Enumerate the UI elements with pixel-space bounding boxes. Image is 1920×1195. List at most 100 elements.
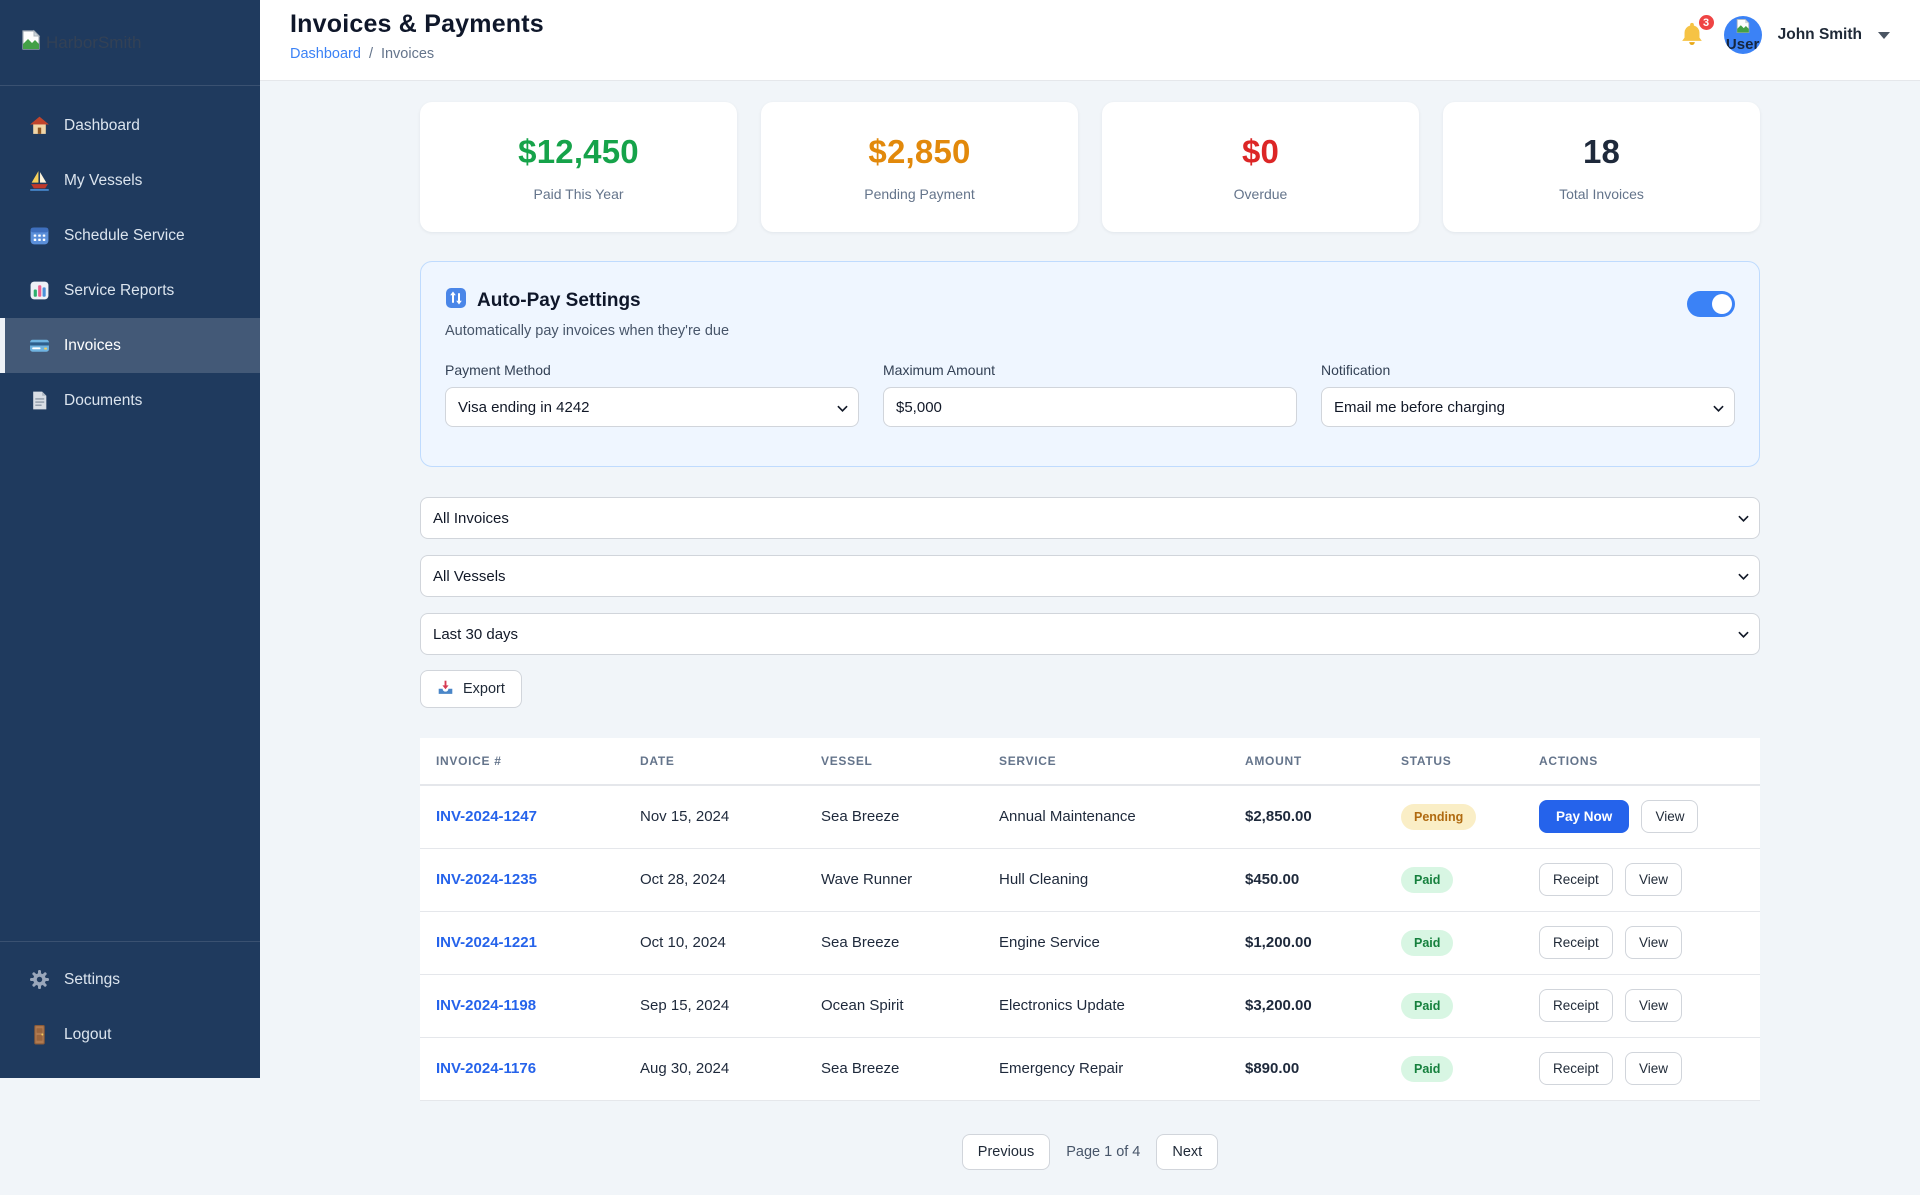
receipt-button[interactable]: Receipt <box>1539 989 1613 1022</box>
column-header-amount: AMOUNT <box>1229 738 1385 786</box>
invoice-service: Electronics Update <box>983 974 1229 1038</box>
gear-icon <box>28 969 50 991</box>
sidebar-item-label: Logout <box>64 1025 112 1043</box>
status-badge: Pending <box>1401 803 1477 830</box>
maximum-amount-input[interactable] <box>883 387 1297 427</box>
view-button[interactable]: View <box>1641 800 1699 834</box>
sidebar-item-label: Settings <box>64 970 121 988</box>
invoice-status-select[interactable]: All Invoices <box>420 497 1760 539</box>
stat-label: Pending Payment <box>864 185 975 202</box>
door-icon <box>28 1024 50 1046</box>
payment-method-select[interactable]: Visa ending in 4242 <box>445 387 859 427</box>
document-icon <box>28 390 50 412</box>
sidebar: HarborSmith Dashboard My <box>0 0 260 1078</box>
vessel-select[interactable]: All Vessels <box>420 555 1760 597</box>
invoice-vessel: Wave Runner <box>805 848 983 912</box>
breadcrumb-dashboard-link[interactable]: Dashboard <box>290 46 361 62</box>
avatar-alt-text: User <box>1725 35 1760 53</box>
logo: HarborSmith <box>0 0 260 86</box>
logo-alt-text: HarborSmith <box>46 32 142 52</box>
table-row: INV-2024-1198 Sep 15, 2024 Ocean Spirit … <box>420 974 1760 1038</box>
table-row: INV-2024-1221 Oct 10, 2024 Sea Breeze En… <box>420 911 1760 975</box>
table-header-row: INVOICE # DATE VESSEL SERVICE AMOUNT STA… <box>420 738 1760 786</box>
sidebar-item-my-vessels[interactable]: My Vessels <box>0 153 260 208</box>
invoice-amount: $3,200.00 <box>1229 974 1385 1038</box>
view-button[interactable]: View <box>1624 1052 1682 1085</box>
status-badge: Paid <box>1401 1055 1454 1082</box>
invoice-link[interactable]: INV-2024-1198 <box>436 997 537 1014</box>
previous-page-button[interactable]: Previous <box>961 1133 1051 1170</box>
broken-image-icon <box>1735 18 1751 39</box>
payment-method-field: Payment Method Visa ending in 4242 <box>445 362 859 427</box>
view-button[interactable]: View <box>1624 989 1682 1022</box>
export-button[interactable]: Export <box>420 670 522 708</box>
toggle-knob <box>1712 294 1732 314</box>
invoice-vessel: Sea Breeze <box>805 785 983 849</box>
invoice-link[interactable]: INV-2024-1247 <box>436 808 537 826</box>
sidebar-item-logout[interactable]: Logout <box>0 1007 260 1062</box>
header-right: 3 User John Smith <box>1678 13 1890 54</box>
notifications-button[interactable]: 3 <box>1678 13 1716 50</box>
sailboat-icon <box>28 170 50 192</box>
view-button[interactable]: View <box>1624 926 1682 959</box>
notification-select[interactable]: Email me before charging <box>1321 387 1735 427</box>
credit-card-icon <box>28 335 50 357</box>
avatar[interactable]: User <box>1723 16 1762 54</box>
sidebar-item-label: Invoices <box>64 336 121 354</box>
receipt-button[interactable]: Receipt <box>1539 863 1613 896</box>
breadcrumb-current: Invoices <box>380 46 435 62</box>
pagination: Previous Page 1 of 4 Next <box>420 1133 1760 1170</box>
sidebar-item-documents[interactable]: Documents <box>0 373 260 428</box>
stat-card-paid-this-year: $12,450 Paid This Year <box>420 102 737 232</box>
view-button[interactable]: View <box>1624 863 1682 896</box>
invoice-amount: $450.00 <box>1229 848 1385 912</box>
autopay-title: Auto-Pay Settings <box>477 289 641 311</box>
column-header-status: STATUS <box>1385 738 1523 786</box>
invoice-vessel: Sea Breeze <box>805 911 983 975</box>
breadcrumb: Dashboard / Invoices <box>290 46 544 62</box>
autopay-header: Auto-Pay Settings Automatically pay invo… <box>445 287 729 339</box>
stats-row: $12,450 Paid This Year $2,850 Pending Pa… <box>420 102 1760 232</box>
sidebar-item-schedule-service[interactable]: Schedule Service <box>0 208 260 263</box>
payment-method-label: Payment Method <box>445 362 551 378</box>
invoice-link[interactable]: INV-2024-1235 <box>436 871 537 888</box>
invoice-date: Oct 10, 2024 <box>624 911 805 975</box>
sidebar-item-settings[interactable]: Settings <box>0 952 260 1007</box>
autopay-toggle[interactable] <box>1687 291 1735 317</box>
notification-label: Notification <box>1321 362 1391 378</box>
sidebar-item-label: Documents <box>64 391 143 409</box>
table-row: INV-2024-1247 Nov 15, 2024 Sea Breeze An… <box>420 785 1760 849</box>
stat-card-overdue: $0 Overdue <box>1102 102 1419 232</box>
date-range-select[interactable]: Last 30 days <box>420 613 1760 655</box>
receipt-button[interactable]: Receipt <box>1539 926 1613 959</box>
stat-value: $0 <box>1241 132 1280 170</box>
vessel-filter: All Vessels <box>420 555 1760 597</box>
column-header-invoice: INVOICE # <box>420 738 624 786</box>
breadcrumb-separator: / <box>368 46 373 62</box>
sidebar-item-service-reports[interactable]: Service Reports <box>0 263 260 318</box>
pay-now-button[interactable]: Pay Now <box>1539 800 1630 834</box>
column-header-actions: ACTIONS <box>1523 738 1760 786</box>
sidebar-nav: Dashboard My Vessels <box>0 86 260 428</box>
invoice-link[interactable]: INV-2024-1221 <box>436 934 537 951</box>
main-area: Invoices & Payments Dashboard / Invoices… <box>260 0 1920 1170</box>
receipt-button[interactable]: Receipt <box>1539 1052 1613 1085</box>
next-page-button[interactable]: Next <box>1156 1133 1219 1170</box>
chevron-down-icon[interactable] <box>1878 31 1890 39</box>
stat-card-pending-payment: $2,850 Pending Payment <box>761 102 1078 232</box>
inbox-tray-icon <box>437 679 454 700</box>
sidebar-item-invoices[interactable]: Invoices <box>0 318 260 373</box>
page-info: Page 1 of 4 <box>1066 1143 1141 1160</box>
column-header-vessel: VESSEL <box>805 738 983 786</box>
sidebar-item-dashboard[interactable]: Dashboard <box>0 98 260 153</box>
table-row: INV-2024-1176 Aug 30, 2024 Sea Breeze Em… <box>420 1037 1760 1101</box>
broken-image-icon <box>20 29 42 56</box>
invoice-link[interactable]: INV-2024-1176 <box>436 1060 537 1077</box>
invoice-service: Emergency Repair <box>983 1037 1229 1101</box>
user-name[interactable]: John Smith <box>1777 26 1862 43</box>
stat-label: Paid This Year <box>533 185 624 202</box>
invoice-status-filter: All Invoices <box>420 497 1760 539</box>
invoices-table: INVOICE # DATE VESSEL SERVICE AMOUNT STA… <box>420 738 1760 1101</box>
sidebar-footer: Settings Logout <box>0 941 260 1078</box>
table-row: INV-2024-1235 Oct 28, 2024 Wave Runner H… <box>420 848 1760 912</box>
